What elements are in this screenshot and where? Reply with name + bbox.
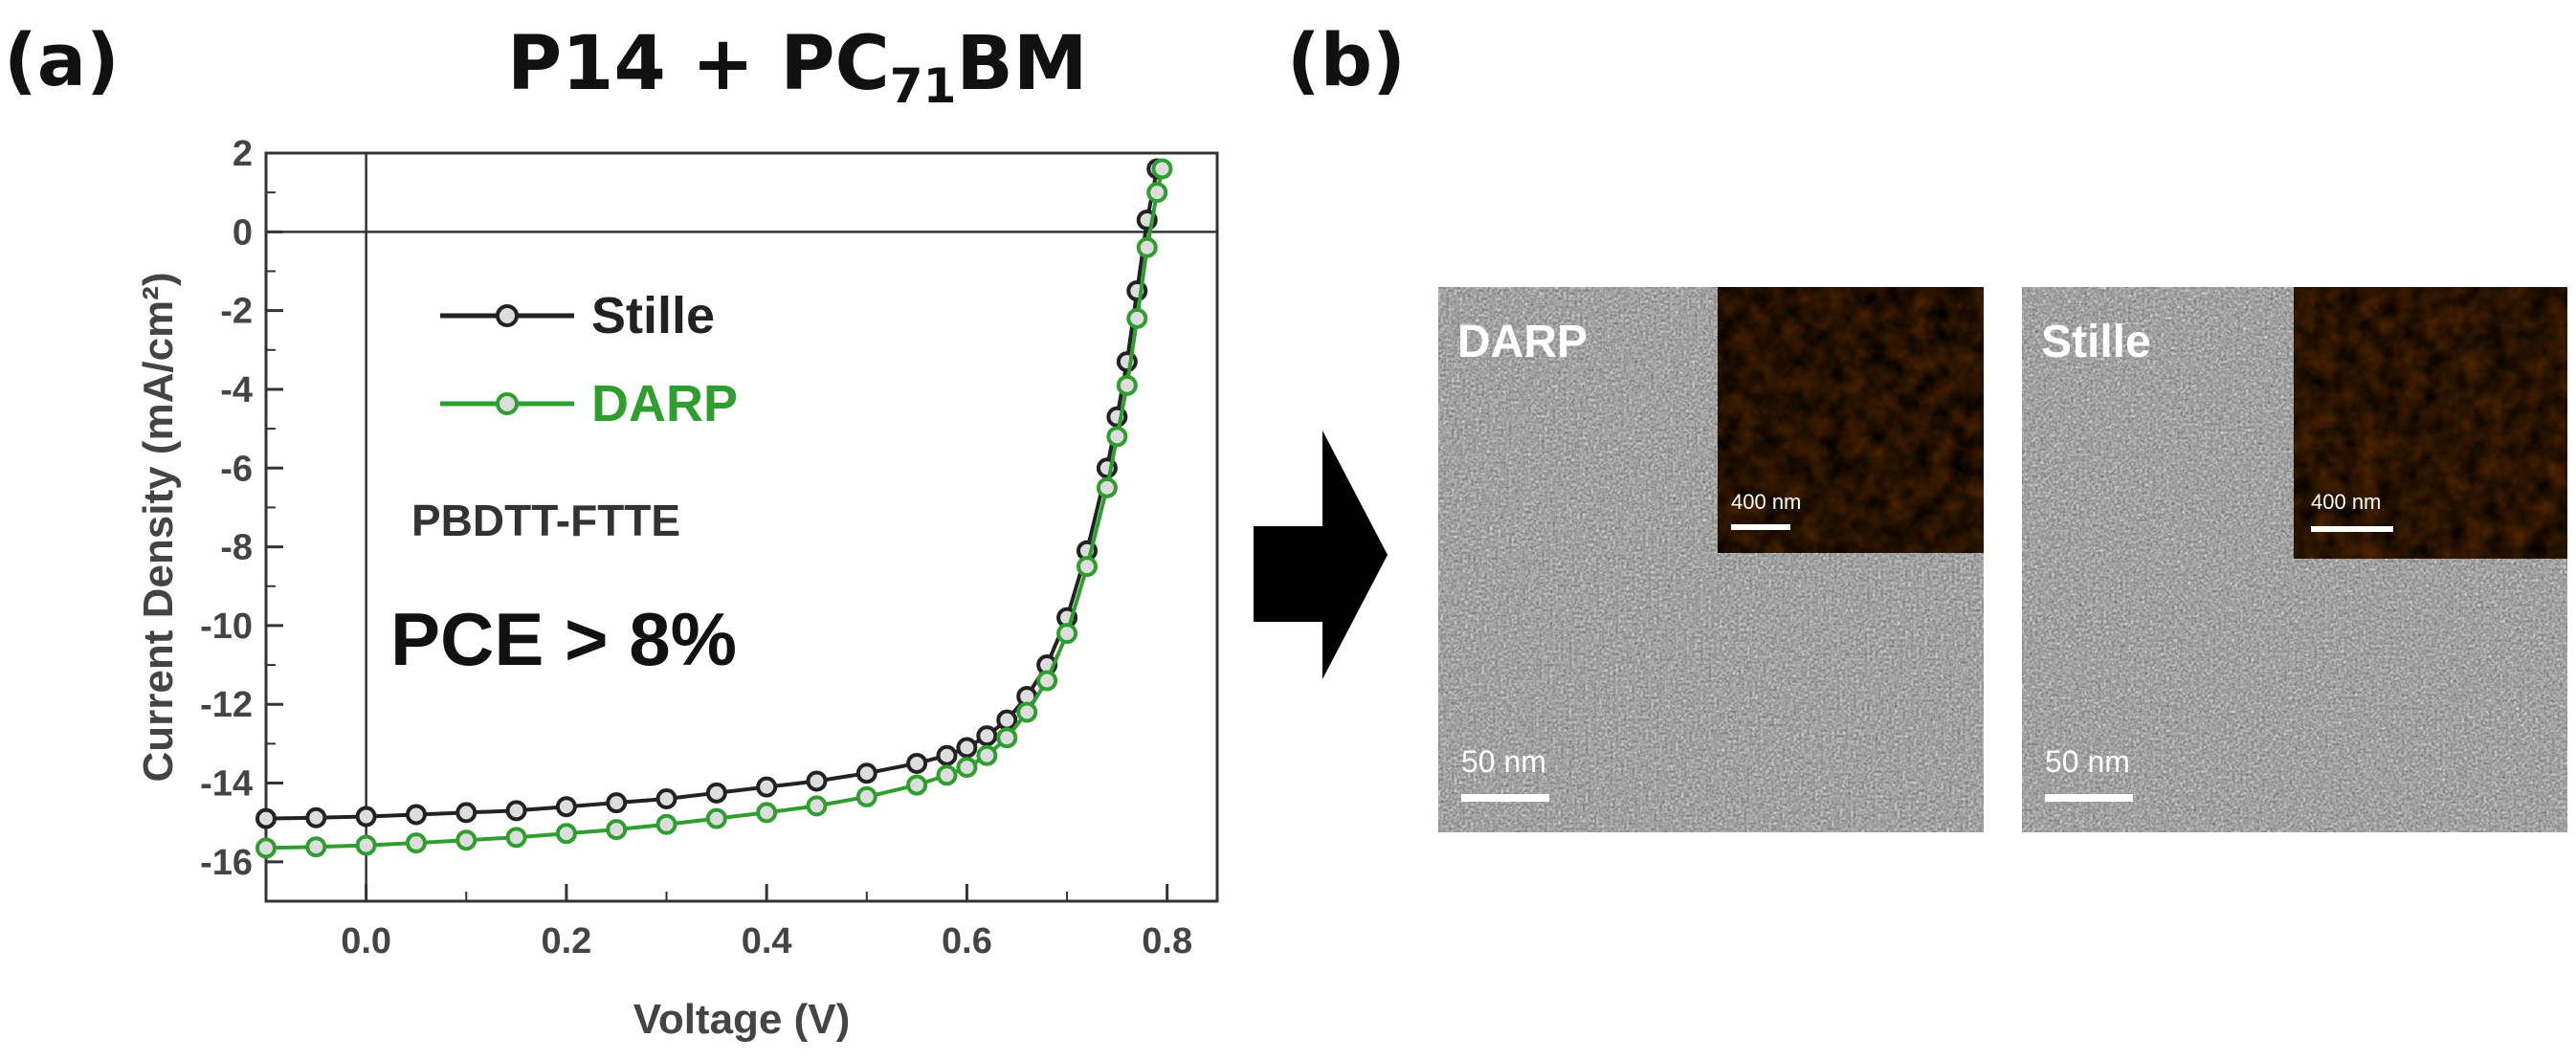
series-line-darp (265, 168, 1165, 850)
y-tick-label: -16 (200, 843, 253, 883)
series-darp (255, 158, 1173, 859)
data-point-stille (705, 782, 727, 804)
x-tick-label: 0.0 (341, 921, 391, 961)
tem-scale-label-darp: 50 nm (1461, 744, 1546, 779)
data-point-darp (1036, 670, 1058, 692)
data-point-darp (1126, 307, 1148, 329)
data-point-darp (956, 757, 978, 779)
data-point-darp (355, 834, 377, 856)
y-tick-label: -8 (220, 528, 253, 568)
x-tick-label: 0.4 (742, 921, 792, 961)
data-point-stille (756, 776, 778, 798)
legend-marker-stille (496, 304, 519, 327)
data-point-stille (655, 787, 677, 809)
data-point-darp (1151, 158, 1173, 180)
data-point-darp (705, 807, 727, 829)
y-tick-label: 0 (233, 212, 253, 253)
data-point-darp (1096, 476, 1118, 498)
y-axis-label: Current Density (mA/cm²) (135, 273, 182, 783)
tem-scale-label-stille: 50 nm (2045, 744, 2130, 779)
afm-inset-stille: 400 nm (2294, 287, 2567, 559)
tem-scale-bar-stille (2045, 794, 2133, 802)
afm-scale-bar-darp (1731, 524, 1790, 530)
tem-label-stille: Stille (2041, 317, 2151, 367)
series-stille (255, 158, 1168, 829)
data-point-darp (906, 774, 928, 796)
legend-label-stille: Stille (591, 287, 715, 344)
plot-frame (264, 151, 1219, 903)
data-point-darp (936, 764, 958, 786)
data-point-darp (606, 819, 628, 841)
tem-scale-bar-darp (1461, 794, 1549, 802)
y-tick-label: -2 (220, 292, 253, 332)
x-axis-label: Voltage (V) (633, 996, 851, 1043)
data-point-darp (1056, 623, 1078, 645)
data-point-stille (455, 802, 477, 824)
tem-image-darp: 400 nm DARP 50 nm (1438, 287, 1984, 832)
data-point-darp (1146, 182, 1168, 204)
afm-scale-label-stille: 400 nm (2311, 490, 2382, 514)
data-point-darp (1136, 236, 1158, 258)
data-point-stille (505, 800, 527, 822)
data-point-darp (1116, 374, 1138, 396)
data-point-darp (976, 744, 998, 766)
panel-b-label: (b) (1287, 17, 1406, 102)
data-point-stille (976, 725, 998, 747)
y-tick-label: -6 (220, 449, 253, 489)
data-point-darp (255, 837, 277, 859)
data-point-darp (305, 836, 327, 858)
data-point-darp (505, 827, 527, 849)
polymer-label: PBDTT-FTTE (411, 496, 680, 545)
y-tick-label: -10 (200, 607, 253, 647)
y-tick-label: -12 (200, 685, 253, 725)
data-point-stille (255, 807, 277, 829)
data-point-stille (906, 752, 928, 774)
data-point-darp (806, 795, 828, 817)
legend-label-darp: DARP (591, 375, 738, 432)
right-arrow-icon (1254, 431, 1388, 679)
data-point-stille (405, 804, 427, 826)
x-tick-label: 0.6 (942, 921, 992, 961)
data-point-stille (855, 762, 877, 784)
data-point-darp (1076, 556, 1098, 578)
legend-marker-darp (496, 392, 519, 415)
panel-a-label: (a) (4, 17, 120, 102)
data-point-stille (806, 770, 828, 792)
data-point-darp (655, 813, 677, 835)
y-tick-label: -4 (220, 370, 253, 410)
data-point-darp (996, 727, 1018, 749)
afm-inset-darp: 400 nm (1718, 287, 1984, 553)
data-point-stille (936, 744, 958, 766)
chart-title: P14 + PC71BM (507, 21, 1088, 114)
afm-scale-bar-stille (2311, 526, 2393, 532)
x-tick-label: 0.8 (1142, 921, 1192, 961)
tem-label-darp: DARP (1457, 317, 1588, 367)
data-point-stille (996, 709, 1018, 731)
x-tick-label: 0.2 (541, 921, 591, 961)
data-point-darp (1106, 426, 1128, 448)
data-point-stille (956, 737, 978, 759)
data-point-darp (855, 785, 877, 807)
data-point-darp (555, 823, 577, 845)
y-tick-label: 2 (233, 134, 253, 174)
data-point-stille (305, 806, 327, 828)
data-point-stille (606, 792, 628, 814)
y-tick-label: -14 (200, 764, 253, 805)
data-point-stille (555, 796, 577, 818)
data-point-darp (756, 802, 778, 824)
tem-image-stille: 400 nm Stille 50 nm (2022, 287, 2567, 832)
data-point-stille (355, 806, 377, 828)
jv-chart: 2 0 -2 -4 -6 -8 -10 -12 -14 -16 0.0 0.2 0.4 0.6 0.8 Vol… (135, 134, 1219, 1043)
data-point-darp (1016, 701, 1038, 723)
afm-scale-label-darp: 400 nm (1731, 490, 1802, 514)
data-point-darp (405, 832, 427, 854)
data-point-darp (455, 829, 477, 851)
pce-label: PCE > 8% (390, 597, 737, 681)
